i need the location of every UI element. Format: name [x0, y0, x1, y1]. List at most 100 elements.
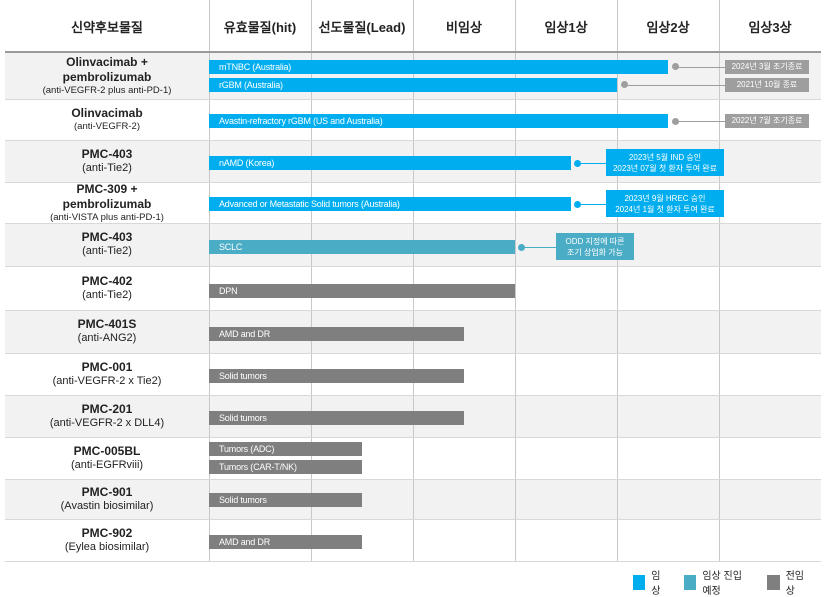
pipeline-bar: DPN	[209, 284, 515, 298]
candidate-label: Olinvacimab (anti-VEGFR-2)	[5, 99, 209, 140]
connector-dot	[518, 243, 525, 251]
pipeline-bar: Advanced or Metastatic Solid tumors (Aus…	[209, 197, 572, 211]
candidate-target: (anti-Tie2)	[82, 161, 132, 174]
connector-dot	[672, 117, 679, 125]
candidate-label: PMC-901 (Avastin biosimilar)	[5, 479, 209, 519]
candidate-name: pembrolizumab	[62, 69, 152, 84]
pipeline-bar: AMD and DR	[209, 327, 464, 341]
status-note: 2024년 3월 조기종료	[725, 59, 809, 74]
status-note: 2023년 9월 HREC 승인 2024년 1월 첫 환자 투여 완료	[606, 190, 724, 217]
candidate-name: Olinvacimab	[71, 106, 143, 121]
legend-swatch	[767, 574, 780, 590]
candidate-name: PMC-001	[81, 359, 133, 374]
status-note-line: ODD 지정에 따른	[565, 236, 625, 246]
column-header: 임상2상	[646, 19, 690, 35]
row-separator	[5, 99, 821, 100]
row-separator	[5, 182, 821, 183]
candidate-target: (Eylea biosimilar)	[64, 540, 150, 553]
pipeline-bar: Solid tumors	[209, 369, 464, 383]
status-note: 2023년 5월 IND 승인 2023년 07월 첫 환자 투여 완료	[606, 149, 724, 176]
row-separator	[5, 140, 821, 141]
header-underline	[5, 51, 821, 53]
pipeline-bar: Tumors (ADC)	[209, 442, 362, 456]
candidate-target: (anti-VEGFR-2 x Tie2)	[52, 374, 162, 387]
pipeline-bar: AMD and DR	[209, 535, 362, 549]
legend-swatch	[633, 574, 646, 590]
legend-swatch	[684, 574, 697, 590]
connector-dot	[574, 159, 582, 167]
status-note-line: 2023년 9월 HREC 승인	[624, 193, 706, 203]
candidate-target: (anti-Tie2)	[82, 245, 132, 258]
column-divider	[413, 0, 414, 561]
candidate-name: PMC-402	[81, 273, 133, 288]
connector-line	[676, 66, 725, 68]
connector-dot	[672, 63, 679, 70]
connector-dot	[574, 200, 582, 208]
pipeline-bar: Tumors (CAR-T/NK)	[209, 460, 362, 474]
legend-label: 임상	[651, 571, 661, 597]
row-separator	[5, 310, 821, 311]
row-separator	[5, 519, 821, 520]
legend: 임상 임상 진입예정 전임상	[633, 567, 826, 597]
candidate-label: PMC-005BL (anti-EGFRviii)	[5, 437, 209, 479]
row-separator	[5, 437, 821, 438]
legend-label: 전임상	[785, 571, 805, 597]
candidate-label: PMC-309 + pembrolizumab (anti-VISTA plus a…	[5, 182, 209, 223]
status-note-line: 2023년 5월 IND 승인	[628, 152, 702, 162]
candidate-label: PMC-403 (anti-Tie2)	[5, 223, 209, 266]
pipeline-bar: Solid tumors	[209, 493, 362, 507]
connector-line	[523, 247, 556, 248]
connector-line	[676, 121, 725, 122]
candidate-name: Olinvacimab +	[66, 54, 148, 69]
candidate-label: PMC-001 (anti-VEGFR-2 x Tie2)	[5, 353, 209, 395]
status-note-line: 2023년 07월 첫 환자 투여 완료	[612, 163, 718, 173]
connector-line	[579, 204, 606, 205]
column-header: 신약후보물질	[71, 19, 143, 35]
row-separator	[5, 479, 821, 480]
status-note: ODD 지정에 따른 조기 상업화 가능	[556, 233, 634, 260]
column-header: 선도물질(Lead)	[318, 19, 406, 35]
candidate-label: PMC-401S (anti-ANG2)	[5, 310, 209, 353]
candidate-target: (anti-VEGFR-2 plus anti-PD-1)	[42, 84, 172, 96]
candidate-name: PMC-403	[81, 230, 133, 245]
pipeline-bar: nAMD (Korea)	[209, 156, 572, 170]
candidate-label: Olinvacimab + pembrolizumab (anti-VEGFR-2 …	[5, 52, 209, 99]
candidate-name: PMC-403	[81, 146, 133, 161]
row-separator	[5, 353, 821, 354]
legend-label: 임상 진입예정	[702, 571, 742, 597]
row-separator	[5, 223, 821, 224]
status-note: 2021년 10월 종료	[725, 77, 809, 92]
status-note-line: 조기 상업화 가능	[567, 247, 623, 257]
candidate-name: PMC-902	[81, 525, 133, 540]
column-divider	[515, 0, 516, 561]
candidate-name: PMC-901	[81, 484, 133, 499]
pipeline-bar: Avastin-refractory rGBM (US and Australi…	[209, 114, 668, 128]
pipeline-bar: SCLC	[209, 240, 515, 254]
column-divider	[209, 0, 210, 561]
row-separator	[5, 266, 821, 267]
candidate-label: PMC-902 (Eylea biosimilar)	[5, 519, 209, 561]
column-header: 임상1상	[544, 19, 588, 35]
pipeline-bar: mTNBC (Australia)	[209, 59, 668, 74]
candidate-name: pembrolizumab	[62, 196, 152, 211]
candidate-target: (anti-VEGFR-2 x DLL4)	[49, 416, 165, 429]
status-note: 2022년 7월 조기종료	[725, 114, 809, 128]
row-separator	[5, 561, 821, 562]
column-divider	[719, 0, 720, 561]
candidate-name: PMC-309 +	[76, 181, 138, 196]
pipeline-bar: Solid tumors	[209, 411, 464, 425]
column-header: 비임상	[446, 19, 482, 35]
candidate-label: PMC-201 (anti-VEGFR-2 x DLL4)	[5, 395, 209, 437]
candidate-target: (anti-Tie2)	[82, 288, 132, 301]
row-separator	[5, 395, 821, 396]
candidate-target: (Avastin biosimilar)	[60, 499, 154, 512]
connector-dot	[621, 81, 628, 88]
candidate-name: PMC-201	[81, 401, 133, 416]
connector-line	[625, 84, 725, 86]
column-divider	[311, 0, 312, 561]
column-header: 임상3상	[748, 19, 792, 35]
candidate-target: (anti-ANG2)	[77, 332, 137, 345]
connector-line	[579, 163, 606, 164]
candidate-name: PMC-401S	[77, 317, 137, 332]
